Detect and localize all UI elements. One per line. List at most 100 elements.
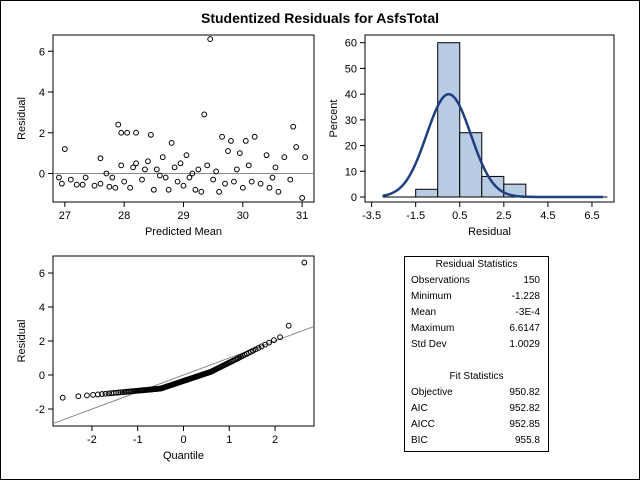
residual-scatter-y-tick-label: 0 <box>39 168 45 180</box>
residual-scatter-point <box>109 174 116 181</box>
fit-stat-value: 952.82 <box>509 403 540 414</box>
qq-y-tick-label: -2 <box>35 404 45 416</box>
residual-scatter-point <box>58 180 65 187</box>
residual-scatter-point <box>79 181 86 188</box>
histogram-bar <box>459 132 483 198</box>
residual-scatter-point <box>225 148 231 154</box>
residual-scatter-point <box>201 111 208 118</box>
qq-point <box>102 390 109 397</box>
residual-scatter-point <box>61 146 68 152</box>
residual-scatter-point <box>236 150 243 157</box>
residual-scatter-point <box>207 36 214 42</box>
residual-scatter-point <box>302 154 309 161</box>
statistics-panel: Residual Statistics Observations 150 Minim… <box>404 256 549 452</box>
fit-stat-label: AICC <box>411 419 435 430</box>
residual-scatter-point <box>121 178 128 185</box>
qq-point <box>59 394 66 401</box>
residual-stat-value: 6.6147 <box>509 323 540 334</box>
histogram-x-tick-label: 4.5 <box>540 210 555 222</box>
residual-scatter-point <box>239 184 246 191</box>
qq-x-tick-label: -2 <box>87 434 97 446</box>
histogram-y-tick-label: 40 <box>345 89 357 101</box>
residual-scatter-point <box>91 182 98 189</box>
residual-scatter-point <box>127 184 134 191</box>
fit-stat-value: 950.82 <box>509 387 540 398</box>
qq-point <box>75 393 82 400</box>
qq-y-tick-label: 0 <box>39 370 45 382</box>
residual-statistics-table: Observations 150 Minimum -1.228 Mean -3E-4 Max… <box>405 273 548 353</box>
fit-stat-label: AIC <box>411 403 428 414</box>
residual-stat-value: 150 <box>523 275 540 286</box>
residual-scatter-point <box>213 168 220 175</box>
residual-scatter-point <box>228 138 234 144</box>
residual-scatter-x-tick-label: 28 <box>118 210 130 222</box>
residual-scatter-point <box>97 180 104 187</box>
residual-scatter-y-tick-label: 4 <box>39 87 45 99</box>
residual-scatter-point <box>177 160 184 167</box>
qq-point <box>84 392 90 399</box>
qq-point <box>99 391 105 397</box>
residual-scatter-point <box>290 123 297 130</box>
qq-x-axis-label: Quantile <box>163 450 204 462</box>
residual-scatter-point <box>145 158 151 165</box>
qq-y-tick-label: 2 <box>39 336 45 348</box>
residual-scatter-point <box>118 129 125 136</box>
residual-scatter-point <box>299 195 306 201</box>
residual-stat-label: Mean <box>411 307 437 318</box>
residual-scatter-point <box>133 129 139 136</box>
residual-scatter-point <box>73 181 80 188</box>
residual-scatter-point <box>82 174 89 181</box>
residual-scatter-point <box>281 154 288 161</box>
residual-scatter-point <box>293 144 300 150</box>
qq-x-tick-label: 1 <box>226 434 232 446</box>
residual-scatter-point <box>67 176 74 183</box>
residual-scatter-point <box>210 176 217 183</box>
fit-stat-label: BIC <box>411 435 428 446</box>
residual-scatter-point <box>245 162 252 169</box>
histogram-bar <box>481 175 505 198</box>
residual-scatter-point <box>171 164 178 171</box>
residual-stat-row: Minimum -1.228 <box>405 289 548 305</box>
residual-stat-label: Maximum <box>411 323 455 334</box>
residual-scatter-y-tick-label: 6 <box>39 46 45 58</box>
residual-scatter-point <box>189 170 196 177</box>
histogram-y-tick-label: 20 <box>345 141 357 153</box>
qq-point <box>255 345 262 351</box>
qq-point <box>277 334 283 341</box>
residual-scatter-point <box>165 186 172 193</box>
residual-scatter-point <box>272 164 279 171</box>
residual-scatter-point <box>106 183 113 190</box>
histogram-y-tick-label: 10 <box>345 166 357 178</box>
residual-scatter-point <box>198 188 205 195</box>
qq-reference-line <box>52 325 315 425</box>
residual-scatter-point <box>275 188 282 195</box>
residual-scatter-point <box>219 133 225 140</box>
residual-stat-label: Observations <box>411 275 470 286</box>
residual-scatter-point <box>204 162 211 169</box>
residual-scatter-point <box>162 174 169 181</box>
histogram-bar <box>415 188 439 198</box>
residual-scatter-point <box>257 180 264 187</box>
residual-scatter-y-tick-label: 2 <box>39 128 45 140</box>
residual-scatter-point <box>115 121 122 128</box>
qq-point <box>115 389 122 396</box>
qq-x-tick-label: 0 <box>180 434 186 446</box>
histogram-y-tick-label: 60 <box>345 38 357 50</box>
residual-scatter-point <box>97 155 104 162</box>
qq-y-axis-label: Residual <box>16 320 28 363</box>
fit-statistics-table: Objective 950.82 AIC 952.82 AICC 952.85 BIC 955… <box>405 385 548 449</box>
histogram-bar <box>437 42 461 198</box>
fit-stat-row: AIC 952.82 <box>405 401 548 417</box>
residual-scatter-point <box>222 180 228 187</box>
residual-scatter-point <box>216 188 222 195</box>
qq-point <box>113 389 120 396</box>
residual-scatter-point <box>159 154 166 161</box>
fit-stat-value: 955.8 <box>514 435 540 446</box>
residual-scatter-point <box>248 178 255 185</box>
qq-point <box>95 391 101 398</box>
histogram-y-tick-label: 50 <box>345 63 357 75</box>
residual-scatter-point <box>231 178 237 185</box>
residual-stat-row: Maximum 6.6147 <box>405 321 548 337</box>
